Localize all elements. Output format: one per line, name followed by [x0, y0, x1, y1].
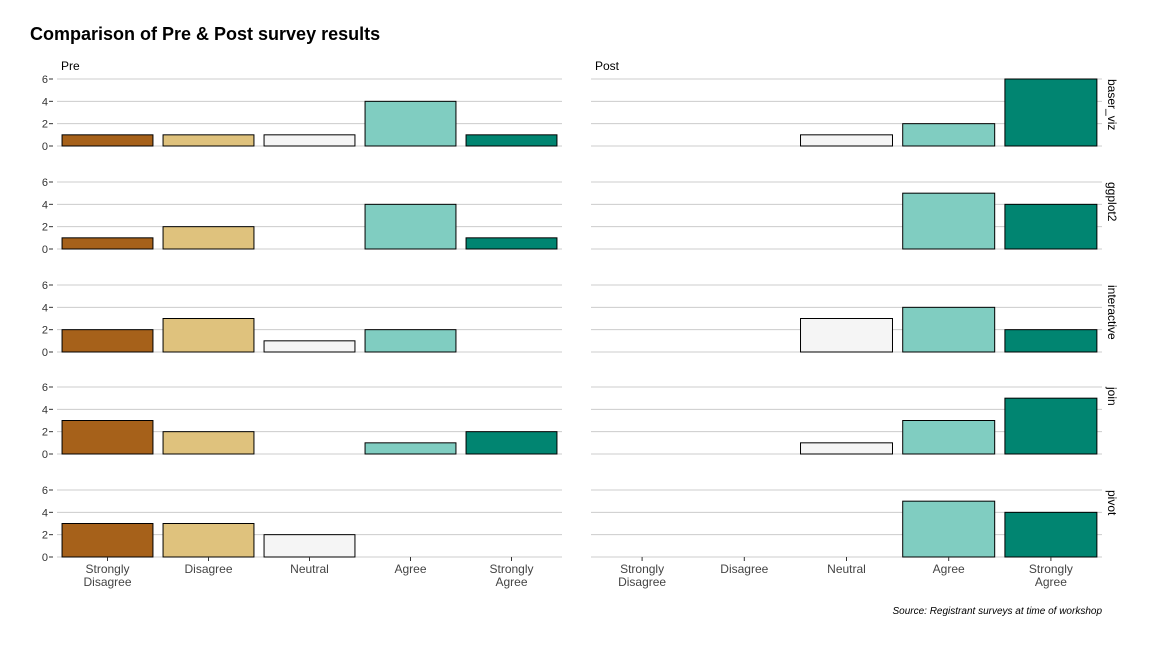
y-tick-label-interactive-4: 4 [42, 302, 48, 314]
bar-pre-interactive-2 [263, 340, 356, 353]
y-tick-label-interactive-0: 0 [42, 347, 48, 359]
bar-pre-baser_viz-2 [263, 134, 356, 147]
x-tick-label-line: Neutral [290, 562, 329, 576]
bar-pre-baser_viz-0 [61, 134, 154, 147]
row-label-baser_viz: baser_viz [1105, 79, 1119, 130]
y-tick-label-join-0: 0 [42, 449, 48, 461]
x-tick-label-line: Strongly [1029, 562, 1073, 576]
bar-post-join-4 [1004, 397, 1098, 455]
x-tick-label-line: Strongly [85, 562, 129, 576]
y-tick-label-pivot-4: 4 [42, 507, 48, 519]
x-tick-label-line: Neutral [827, 562, 866, 576]
row-label-join: join [1105, 386, 1119, 406]
bar-pre-join-4 [465, 431, 558, 455]
x-tick-label-line: Disagree [720, 562, 768, 576]
y-tick-label-interactive-2: 2 [42, 325, 48, 337]
row-label-ggplot2: ggplot2 [1105, 182, 1119, 222]
x-tick-label-line: Strongly [620, 562, 664, 576]
column-label-pre: Pre [61, 59, 80, 73]
y-tick-label-baser_viz-4: 4 [42, 96, 48, 108]
y-tick-label-baser_viz-2: 2 [42, 119, 48, 131]
x-tick-label-pre-0: Strongly Disagree [83, 562, 131, 589]
x-tick-label-post-0: Strongly Disagree [618, 562, 666, 589]
bar-pre-baser_viz-4 [465, 134, 558, 147]
bar-post-pivot-3 [902, 500, 996, 558]
x-tick-label-post-2: Neutral [827, 562, 866, 576]
y-tick-label-ggplot2-6: 6 [42, 177, 48, 189]
bar-pre-interactive-1 [162, 318, 255, 353]
x-tick-label-line: Disagree [618, 575, 666, 589]
y-tick-label-pivot-0: 0 [42, 552, 48, 564]
bar-post-pivot-4 [1004, 511, 1098, 558]
bar-pre-ggplot2-4 [465, 237, 558, 250]
bar-post-baser_viz-4 [1004, 78, 1098, 147]
y-tick-label-join-6: 6 [42, 382, 48, 394]
bar-pre-join-1 [162, 431, 255, 455]
bar-pre-ggplot2-0 [61, 237, 154, 250]
row-label-interactive: interactive [1105, 285, 1119, 340]
y-tick-label-interactive-6: 6 [42, 280, 48, 292]
y-tick-label-pivot-6: 6 [42, 485, 48, 497]
bar-pre-baser_viz-3 [364, 100, 457, 147]
column-label-post: Post [595, 59, 620, 73]
bar-pre-ggplot2-3 [364, 203, 457, 250]
bar-pre-join-3 [364, 442, 457, 455]
y-tick-label-join-2: 2 [42, 427, 48, 439]
bar-post-ggplot2-3 [902, 192, 996, 250]
x-tick-label-line: Agree [394, 562, 426, 576]
bar-post-baser_viz-3 [902, 123, 996, 147]
x-tick-label-line: Agree [495, 575, 527, 589]
bar-post-join-2 [800, 442, 893, 455]
bar-post-interactive-4 [1004, 329, 1098, 353]
x-tick-label-line: Disagree [83, 575, 131, 589]
bar-pre-join-0 [61, 420, 154, 455]
y-tick-label-baser_viz-6: 6 [42, 74, 48, 86]
x-tick-label-pre-1: Disagree [184, 562, 232, 576]
x-tick-label-post-1: Disagree [720, 562, 768, 576]
bar-post-ggplot2-4 [1004, 203, 1098, 250]
bar-post-join-3 [902, 420, 996, 455]
bar-pre-pivot-0 [61, 523, 154, 558]
bar-pre-interactive-3 [364, 329, 457, 353]
y-tick-label-join-4: 4 [42, 404, 48, 416]
chart-title: Comparison of Pre & Post survey results [30, 24, 381, 44]
bar-pre-pivot-1 [162, 523, 255, 558]
x-tick-label-line: Agree [933, 562, 965, 576]
y-tick-label-ggplot2-2: 2 [42, 222, 48, 234]
bar-post-interactive-3 [902, 306, 996, 353]
bar-pre-interactive-0 [61, 329, 154, 353]
x-tick-label-post-4: Strongly Agree [1029, 562, 1073, 589]
x-tick-label-pre-4: Strongly Agree [489, 562, 533, 589]
x-tick-label-pre-2: Neutral [290, 562, 329, 576]
y-tick-label-ggplot2-4: 4 [42, 199, 48, 211]
bar-pre-pivot-2 [263, 534, 356, 558]
bar-pre-ggplot2-1 [162, 226, 255, 250]
bar-post-interactive-2 [800, 318, 893, 353]
x-tick-label-pre-3: Agree [394, 562, 426, 576]
chart-caption: Source: Registrant surveys at time of wo… [892, 606, 1102, 617]
x-tick-label-line: Agree [1035, 575, 1067, 589]
y-tick-label-ggplot2-0: 0 [42, 244, 48, 256]
row-label-pivot: pivot [1105, 490, 1119, 516]
bar-pre-baser_viz-1 [162, 134, 255, 147]
y-tick-label-pivot-2: 2 [42, 530, 48, 542]
x-tick-label-line: Disagree [184, 562, 232, 576]
x-tick-label-post-3: Agree [933, 562, 965, 576]
y-tick-label-baser_viz-0: 0 [42, 141, 48, 153]
x-tick-label-line: Strongly [489, 562, 533, 576]
bar-post-baser_viz-2 [800, 134, 893, 147]
